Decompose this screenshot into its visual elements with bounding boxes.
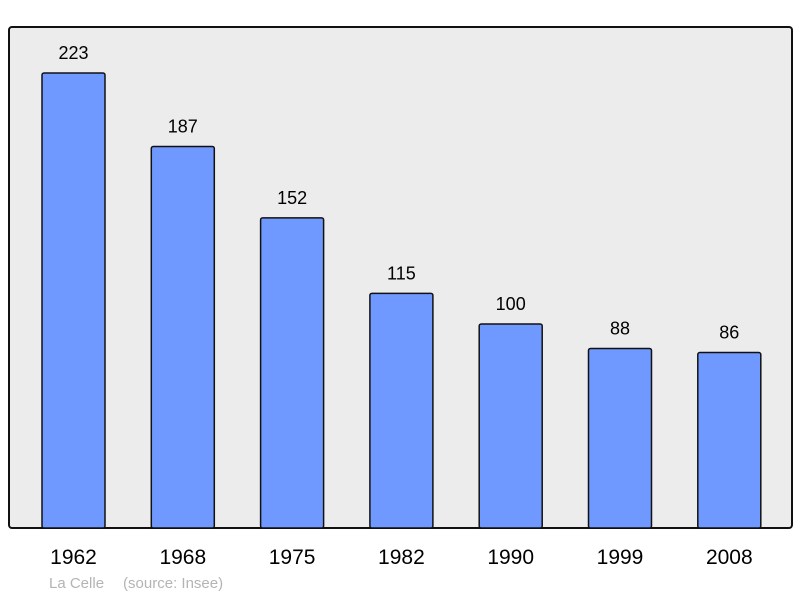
data-label: 100 (496, 294, 526, 314)
bar-1975 (259, 217, 325, 529)
data-label: 115 (387, 263, 416, 283)
x-tick-label: 1975 (269, 546, 316, 569)
x-tick-label: 1982 (378, 546, 425, 569)
data-label: 88 (610, 318, 630, 338)
bar-1982 (369, 292, 434, 529)
x-tick-label: 1962 (50, 546, 97, 569)
bar-2008 (697, 351, 762, 529)
x-tick-label: 1990 (487, 546, 534, 569)
footer: La Celle (source: Insee) (49, 575, 242, 592)
bar-1999 (587, 347, 653, 529)
data-label: 223 (58, 43, 88, 63)
bar-1968 (150, 145, 216, 529)
source-note: (source: Insee) (123, 575, 224, 592)
x-tick-label: 2008 (706, 546, 753, 569)
bar-1990 (478, 323, 543, 529)
data-label: 86 (719, 323, 739, 343)
bar-1962 (41, 72, 106, 529)
x-tick-label: 1968 (159, 546, 206, 569)
x-tick-label: 1999 (597, 546, 644, 569)
data-label: 187 (168, 116, 198, 136)
place-name: La Celle (49, 575, 105, 592)
data-label: 152 (277, 188, 307, 208)
